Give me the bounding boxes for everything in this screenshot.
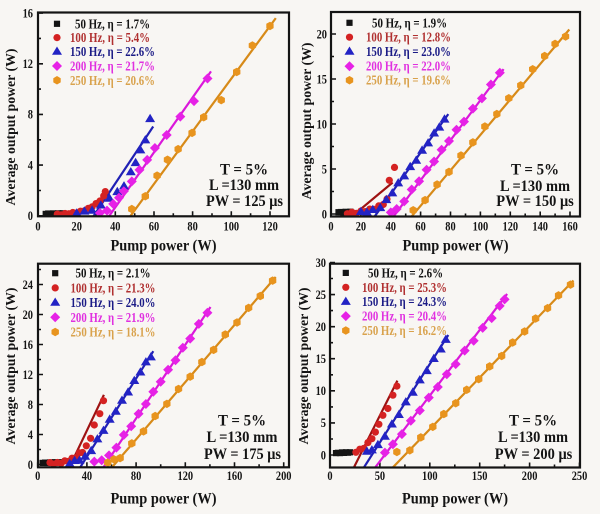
svg-text:20: 20 xyxy=(316,319,326,334)
svg-text:100 Hz, η = 12.8%: 100 Hz, η = 12.8% xyxy=(366,30,451,45)
svg-text:0: 0 xyxy=(321,447,326,462)
svg-text:200: 200 xyxy=(522,468,538,483)
svg-text:Pump power (W): Pump power (W) xyxy=(403,237,509,254)
svg-text:50 Hz, η = 2.6%: 50 Hz, η = 2.6% xyxy=(368,265,443,280)
svg-text:0: 0 xyxy=(322,206,327,221)
svg-text:T = 5%: T = 5% xyxy=(220,162,268,179)
svg-text:15: 15 xyxy=(317,71,328,86)
svg-text:0: 0 xyxy=(35,468,40,483)
svg-text:12: 12 xyxy=(23,367,33,382)
svg-text:16: 16 xyxy=(23,337,34,352)
svg-text:80: 80 xyxy=(131,468,141,483)
svg-text:100: 100 xyxy=(224,219,240,234)
svg-text:140: 140 xyxy=(532,219,548,234)
svg-text:PW = 150 μs: PW = 150 μs xyxy=(496,193,574,210)
svg-text:Pump power (W): Pump power (W) xyxy=(111,491,217,508)
svg-text:250: 250 xyxy=(572,468,588,483)
svg-text:60: 60 xyxy=(149,219,159,234)
svg-text:200 Hz, η = 21.9%: 200 Hz, η = 21.9% xyxy=(71,310,156,325)
svg-text:100: 100 xyxy=(422,468,438,483)
svg-text:160: 160 xyxy=(227,468,243,483)
svg-text:8: 8 xyxy=(28,397,34,412)
svg-text:150 Hz, η = 22.6%: 150 Hz, η = 22.6% xyxy=(70,44,155,59)
svg-text:Average output power (W): Average output power (W) xyxy=(4,287,19,444)
svg-text:200 Hz, η = 22.0%: 200 Hz, η = 22.0% xyxy=(366,59,451,74)
svg-text:L =130 mm: L =130 mm xyxy=(500,178,570,195)
svg-text:T = 5%: T = 5% xyxy=(509,413,557,430)
svg-text:150: 150 xyxy=(472,468,488,483)
svg-text:200 Hz, η = 21.7%: 200 Hz, η = 21.7% xyxy=(70,59,155,74)
svg-text:150 Hz, η = 24.0%: 150 Hz, η = 24.0% xyxy=(71,295,156,310)
svg-text:150 Hz, η = 24.3%: 150 Hz, η = 24.3% xyxy=(362,294,447,309)
svg-text:100: 100 xyxy=(473,219,489,234)
svg-text:80: 80 xyxy=(445,219,455,234)
svg-text:30: 30 xyxy=(316,255,326,270)
svg-text:0: 0 xyxy=(28,208,33,223)
svg-text:150 Hz, η = 23.0%: 150 Hz, η = 23.0% xyxy=(366,44,451,59)
svg-text:PW = 200 μs: PW = 200 μs xyxy=(495,446,573,463)
svg-text:40: 40 xyxy=(82,468,92,483)
svg-text:PW = 175 μs: PW = 175 μs xyxy=(204,446,281,463)
svg-text:250 Hz, η = 18.1%: 250 Hz, η = 18.1% xyxy=(71,325,156,340)
svg-text:100 Hz, η = 25.3%: 100 Hz, η = 25.3% xyxy=(362,280,447,295)
svg-text:Average output power (W): Average output power (W) xyxy=(297,287,312,444)
svg-text:80: 80 xyxy=(187,219,197,234)
svg-text:5: 5 xyxy=(322,161,328,176)
svg-text:Average output power (W): Average output power (W) xyxy=(4,48,19,205)
svg-text:L =130 mm: L =130 mm xyxy=(498,429,568,446)
svg-text:12: 12 xyxy=(23,56,33,71)
svg-text:T = 5%: T = 5% xyxy=(511,162,559,179)
svg-text:100 Hz, η = 5.4%: 100 Hz, η = 5.4% xyxy=(70,30,150,45)
svg-text:200: 200 xyxy=(276,468,292,483)
svg-text:0: 0 xyxy=(28,457,33,472)
svg-text:250 Hz, η = 19.6%: 250 Hz, η = 19.6% xyxy=(366,73,451,88)
svg-text:20: 20 xyxy=(356,219,366,234)
svg-text:24: 24 xyxy=(23,277,34,292)
svg-text:8: 8 xyxy=(28,107,34,122)
svg-text:20: 20 xyxy=(72,219,82,234)
svg-text:15: 15 xyxy=(316,351,327,366)
svg-text:16: 16 xyxy=(23,5,34,20)
svg-text:120: 120 xyxy=(178,468,194,483)
svg-text:200 Hz, η = 20.4%: 200 Hz, η = 20.4% xyxy=(362,309,447,324)
svg-text:25: 25 xyxy=(316,287,327,302)
svg-text:60: 60 xyxy=(415,219,425,234)
svg-text:50 Hz, η = 1.9%: 50 Hz, η = 1.9% xyxy=(372,15,447,30)
svg-text:50 Hz, η = 2.1%: 50 Hz, η = 2.1% xyxy=(76,266,151,281)
svg-text:50: 50 xyxy=(375,468,385,483)
svg-text:0: 0 xyxy=(328,219,333,234)
svg-text:PW = 125 μs: PW = 125 μs xyxy=(206,193,283,210)
svg-text:40: 40 xyxy=(386,219,396,234)
svg-text:100 Hz, η = 21.3%: 100 Hz, η = 21.3% xyxy=(71,280,156,295)
svg-text:120: 120 xyxy=(503,219,519,234)
svg-text:Pump power (W): Pump power (W) xyxy=(402,491,508,508)
svg-text:Pump power (W): Pump power (W) xyxy=(111,237,217,254)
svg-text:250 Hz, η = 16.2%: 250 Hz, η = 16.2% xyxy=(362,323,447,338)
svg-text:5: 5 xyxy=(321,415,327,430)
svg-text:40: 40 xyxy=(110,219,120,234)
svg-text:L =130 mm: L =130 mm xyxy=(207,429,278,446)
svg-text:Average output power (W): Average output power (W) xyxy=(300,42,315,199)
svg-text:160: 160 xyxy=(562,219,578,234)
svg-text:50 Hz, η = 1.7%: 50 Hz, η = 1.7% xyxy=(75,16,150,31)
svg-text:120: 120 xyxy=(262,219,278,234)
svg-text:20: 20 xyxy=(317,26,327,41)
svg-text:0: 0 xyxy=(327,468,332,483)
svg-text:4: 4 xyxy=(28,157,34,172)
svg-text:250 Hz, η = 20.6%: 250 Hz, η = 20.6% xyxy=(70,73,155,88)
svg-text:0: 0 xyxy=(35,219,40,234)
svg-text:4: 4 xyxy=(28,427,34,442)
svg-text:L =130 mm: L =130 mm xyxy=(209,177,279,194)
svg-text:10: 10 xyxy=(317,116,327,131)
svg-text:20: 20 xyxy=(23,307,33,322)
svg-text:T = 5%: T = 5% xyxy=(218,413,266,430)
svg-text:10: 10 xyxy=(316,383,326,398)
